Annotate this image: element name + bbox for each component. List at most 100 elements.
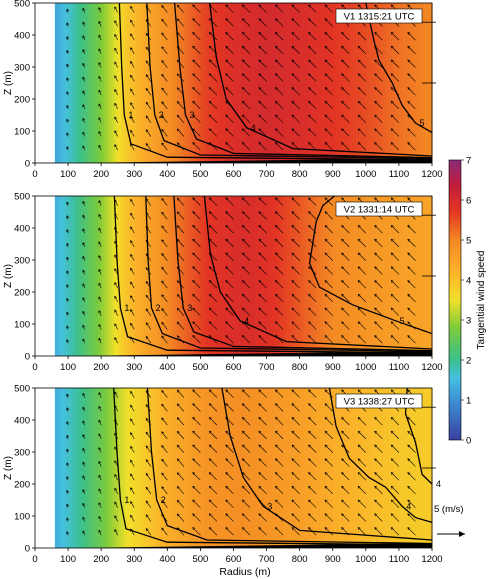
wind-vector bbox=[145, 528, 152, 536]
field-cell bbox=[216, 388, 221, 548]
wind-vector-head bbox=[258, 307, 262, 311]
field-cell bbox=[289, 196, 294, 356]
wind-vector bbox=[208, 73, 218, 82]
wind-vector-head bbox=[275, 430, 278, 434]
wind-vector bbox=[258, 238, 267, 248]
wind-vector bbox=[161, 458, 168, 467]
wind-vector bbox=[161, 472, 168, 481]
wind-vector bbox=[208, 307, 218, 316]
wind-vector bbox=[208, 389, 218, 398]
wind-vector-head bbox=[324, 4, 328, 8]
wind-vector-head bbox=[145, 528, 149, 531]
contours: 1 2 34 5 bbox=[113, 195, 433, 354]
x-tick-label: 1200 bbox=[421, 554, 442, 565]
colorbar-label: Tangential wind speed bbox=[476, 251, 487, 350]
wind-vector bbox=[275, 100, 284, 110]
wind-vector-head bbox=[176, 73, 180, 77]
contour-line bbox=[221, 387, 433, 541]
field-cell bbox=[415, 3, 420, 163]
wind-vector-head bbox=[357, 321, 361, 325]
wind-vector bbox=[341, 238, 350, 248]
wind-vector-head bbox=[208, 128, 212, 132]
wind-vector bbox=[161, 322, 168, 330]
wind-vector-head bbox=[241, 499, 245, 503]
contour-label: 2 bbox=[159, 110, 164, 120]
field-cell bbox=[61, 388, 66, 548]
wind-vector bbox=[225, 142, 234, 151]
wind-vector-head bbox=[308, 87, 311, 90]
field-cell bbox=[269, 3, 274, 163]
field-cell bbox=[68, 3, 72, 163]
wind-vector-head bbox=[291, 87, 295, 90]
wind-vector-head bbox=[390, 458, 394, 462]
wind-vector bbox=[98, 529, 102, 536]
wind-vector-head bbox=[341, 321, 345, 325]
wind-vector-head bbox=[324, 499, 328, 503]
wind-vector bbox=[161, 390, 168, 398]
wind-vector bbox=[324, 59, 333, 68]
wind-vector-head bbox=[308, 266, 311, 270]
wind-vector-head bbox=[161, 115, 165, 119]
field-cell bbox=[236, 3, 241, 163]
wind-vector-head bbox=[357, 458, 361, 462]
wind-vector bbox=[407, 280, 416, 289]
wind-vector bbox=[208, 197, 218, 206]
wind-vector bbox=[324, 4, 333, 13]
wind-vector bbox=[114, 144, 118, 151]
wind-vector bbox=[324, 197, 333, 206]
wind-vector-head bbox=[275, 238, 278, 242]
wind-vector-head bbox=[82, 475, 86, 479]
panel-label: V2 1331:14 UTC bbox=[344, 205, 415, 216]
wind-vector bbox=[161, 417, 168, 426]
wind-vector-head bbox=[258, 266, 262, 270]
wind-vector bbox=[407, 87, 416, 96]
field-cell bbox=[134, 388, 139, 548]
wind-vector-head bbox=[114, 116, 117, 120]
field-cell bbox=[388, 196, 393, 356]
field-cell bbox=[302, 3, 307, 163]
wind-vector bbox=[225, 197, 234, 206]
wind-vector-head bbox=[176, 114, 180, 118]
wind-vector bbox=[407, 73, 416, 82]
field-cell bbox=[372, 196, 377, 356]
wind-vector bbox=[324, 266, 333, 275]
wind-vector-head bbox=[407, 142, 411, 145]
wind-vector bbox=[176, 4, 185, 13]
wind-vector bbox=[225, 225, 234, 234]
wind-vector bbox=[242, 499, 251, 508]
wind-vector bbox=[357, 335, 367, 344]
wind-vector bbox=[374, 499, 383, 508]
wind-vector bbox=[130, 322, 135, 330]
field-cell bbox=[173, 3, 178, 163]
wind-vector-head bbox=[161, 253, 165, 256]
field-cell bbox=[230, 388, 235, 548]
wind-vector-head bbox=[241, 417, 245, 420]
field-cell bbox=[293, 3, 297, 163]
wind-vector bbox=[242, 45, 251, 55]
wind-vector bbox=[242, 128, 251, 137]
field-cell bbox=[250, 196, 254, 356]
x-tick-label: 0 bbox=[32, 169, 37, 180]
wind-vector-head bbox=[98, 269, 102, 272]
wind-vector bbox=[390, 458, 400, 467]
wind-vector bbox=[225, 128, 234, 137]
wind-vector-head bbox=[98, 337, 102, 341]
wind-vector bbox=[208, 142, 218, 151]
field-cell bbox=[405, 3, 410, 163]
wind-vector-head bbox=[407, 128, 411, 132]
wind-vector-head bbox=[374, 293, 378, 297]
wind-vector bbox=[258, 280, 267, 289]
wind-vector-head bbox=[275, 417, 278, 420]
wind-vector bbox=[130, 391, 135, 398]
wind-vector-head bbox=[192, 417, 196, 420]
wind-vector-head bbox=[161, 18, 165, 22]
wind-vector-head bbox=[324, 293, 328, 297]
field-cell bbox=[385, 196, 390, 356]
wind-vector-head bbox=[258, 485, 262, 489]
wind-vector bbox=[258, 87, 267, 96]
wind-vector-head bbox=[145, 267, 149, 271]
wind-vector bbox=[324, 293, 333, 303]
wind-vector bbox=[275, 293, 284, 303]
wind-vector bbox=[258, 225, 267, 234]
wind-vector bbox=[130, 74, 135, 82]
